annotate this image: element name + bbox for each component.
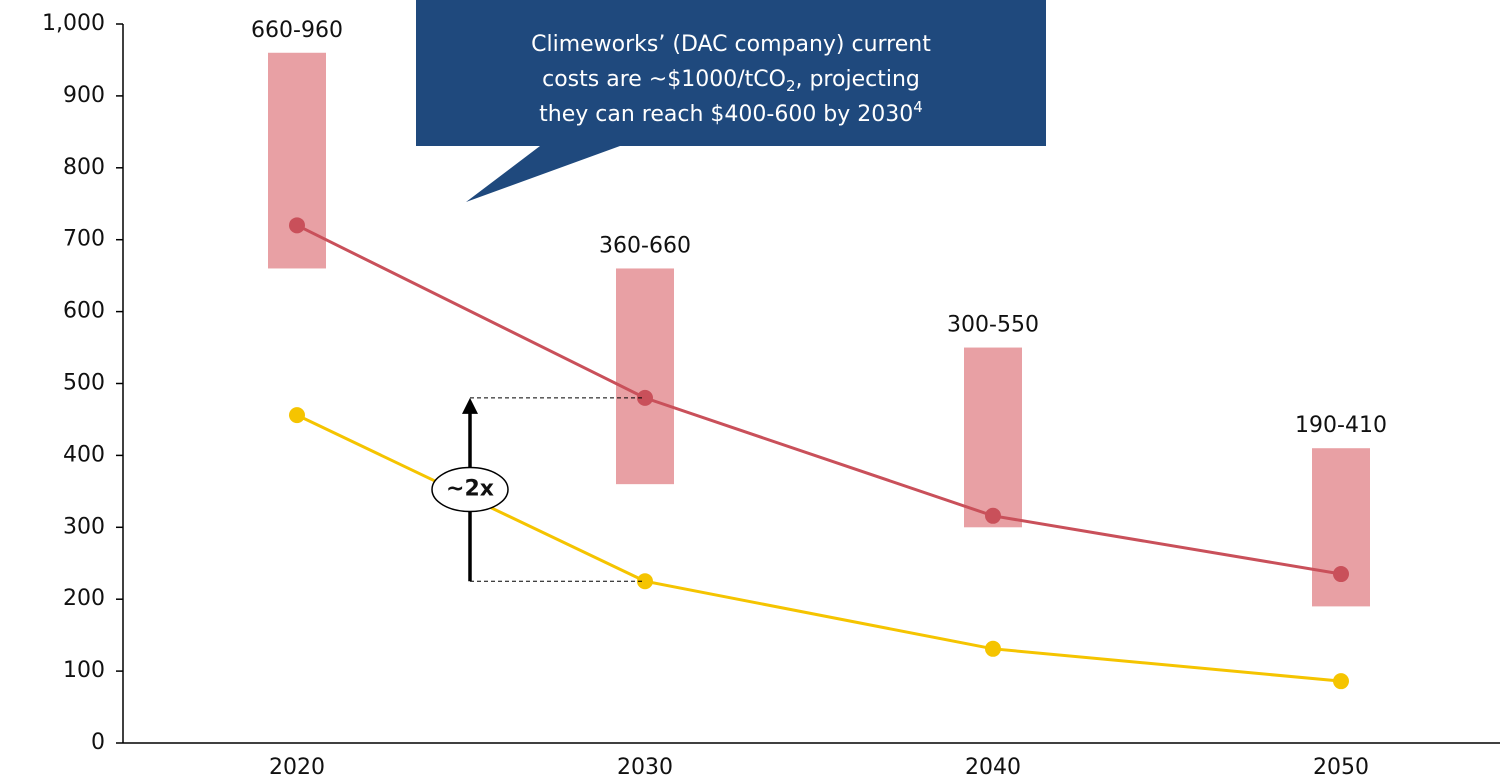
callout-box bbox=[416, 0, 1046, 202]
x-tick-label: 2040 bbox=[965, 755, 1021, 780]
series-point bbox=[289, 407, 305, 424]
y-tick-label: 500 bbox=[63, 371, 105, 396]
x-tick-label: 2050 bbox=[1313, 755, 1369, 780]
callout-line: Climeworks’ (DAC company) current bbox=[531, 32, 931, 57]
y-tick-label: 800 bbox=[63, 155, 105, 180]
series-point bbox=[637, 389, 653, 406]
callout-line: they can reach $400-600 by 20304 bbox=[539, 98, 923, 128]
callout-text: , projecting bbox=[795, 67, 919, 92]
series-point bbox=[985, 640, 1001, 657]
y-tick-label: 700 bbox=[63, 227, 105, 252]
x-tick-label: 2020 bbox=[269, 755, 325, 780]
range-label: 660-960 bbox=[251, 18, 343, 43]
series-point bbox=[1333, 673, 1349, 690]
range-bar bbox=[964, 347, 1022, 528]
range-label: 360-660 bbox=[599, 233, 691, 258]
y-tick-label: 1,000 bbox=[42, 11, 105, 36]
y-tick-label: 900 bbox=[63, 83, 105, 108]
multiplier-badge bbox=[431, 466, 509, 513]
callout-text: costs are ~$1000/tCO bbox=[542, 67, 786, 92]
y-tick-label: 100 bbox=[63, 658, 105, 683]
series-point bbox=[289, 217, 305, 234]
series-point bbox=[985, 507, 1001, 524]
series-point bbox=[637, 573, 653, 590]
range-bar bbox=[1312, 448, 1370, 607]
series-line bbox=[296, 223, 1342, 576]
y-tick-label: 300 bbox=[63, 514, 105, 539]
multiplier-label: ~2x bbox=[446, 477, 494, 502]
y-tick-label: 200 bbox=[63, 586, 105, 611]
series-point bbox=[1333, 566, 1349, 583]
callout-superscript: 4 bbox=[913, 98, 923, 116]
y-tick-label: 0 bbox=[91, 730, 105, 755]
callout-subscript: 2 bbox=[786, 77, 796, 95]
arrow-head bbox=[462, 397, 478, 414]
range-bar bbox=[616, 268, 674, 485]
callout-text: they can reach $400-600 by 2030 bbox=[539, 102, 913, 127]
x-tick-label: 2030 bbox=[617, 755, 673, 780]
callout-line: costs are ~$1000/tCO2, projecting bbox=[542, 67, 920, 95]
range-label: 190-410 bbox=[1295, 413, 1387, 438]
range-label: 300-550 bbox=[947, 313, 1039, 338]
y-tick-label: 400 bbox=[63, 442, 105, 467]
y-tick-label: 600 bbox=[63, 299, 105, 324]
